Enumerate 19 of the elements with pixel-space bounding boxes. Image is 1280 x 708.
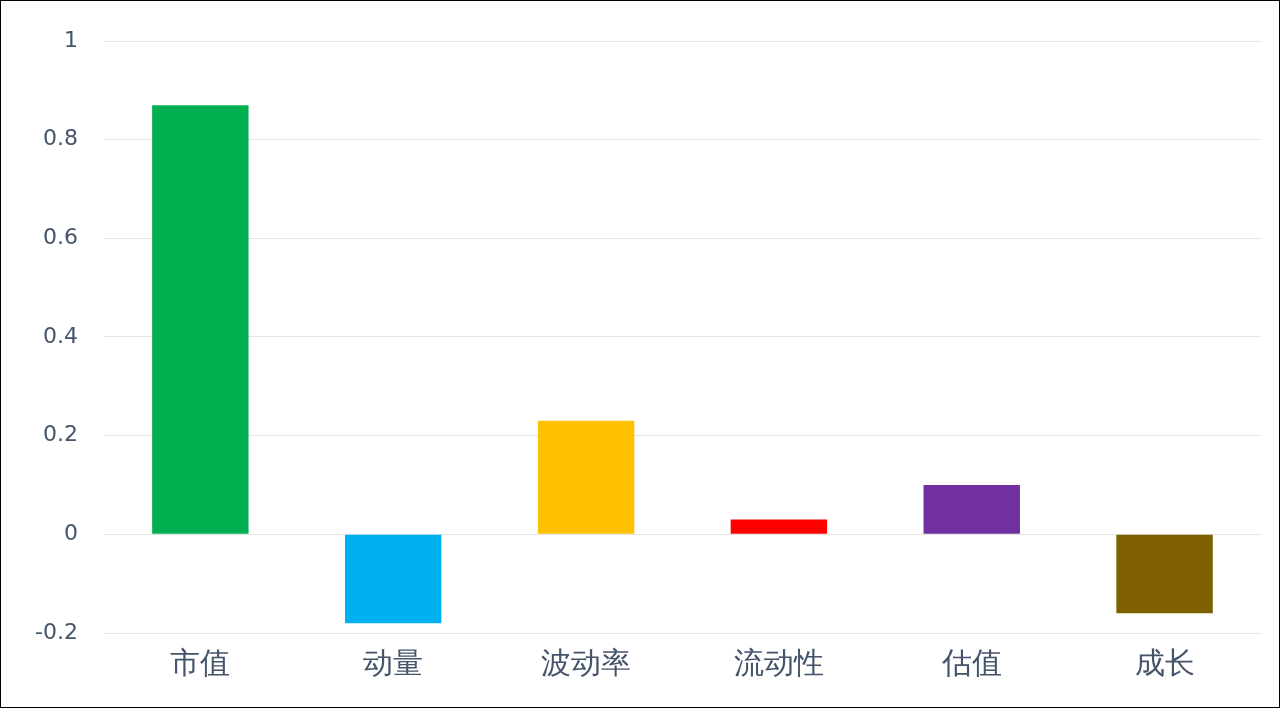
y-tick-label: 1	[63, 26, 78, 52]
x-tick-label: 市值	[170, 644, 231, 680]
bar	[923, 485, 1020, 534]
y-tick-label: 0.2	[42, 421, 78, 447]
bar	[1116, 534, 1213, 614]
y-tick-label: -0.2	[34, 618, 78, 644]
y-tick-label: 0	[63, 520, 78, 546]
bar	[537, 420, 635, 534]
x-tick-label: 波动率	[541, 644, 632, 680]
x-tick-label: 动量	[363, 644, 424, 680]
bar	[152, 105, 249, 534]
y-tick-label: 0.4	[42, 322, 78, 348]
x-tick-label: 流动性	[733, 644, 824, 680]
bar	[730, 519, 828, 534]
y-tick-label: 0.6	[42, 224, 78, 250]
x-tick-label: 成长	[1134, 644, 1195, 680]
y-tick-label: 0.8	[42, 125, 78, 151]
bar	[344, 534, 442, 624]
x-tick-label: 估值	[940, 644, 1002, 680]
